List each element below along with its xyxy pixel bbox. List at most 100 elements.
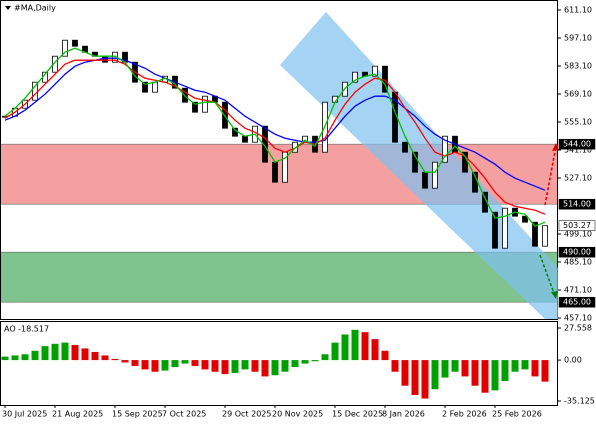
- level-label-bg: [558, 220, 596, 231]
- y-tick-label: 541.10: [564, 146, 592, 155]
- ao-bar: [221, 360, 229, 375]
- ao-bar: [411, 360, 419, 396]
- level-label: 490.00: [563, 248, 591, 257]
- ao-bar: [231, 360, 239, 373]
- down-arrow-head: [551, 291, 558, 299]
- y-tick-label: 457.10: [564, 314, 592, 323]
- x-tick-label: 29 Oct 2025: [222, 410, 271, 419]
- ao-bar: [521, 360, 529, 370]
- ao-bar: [371, 339, 379, 361]
- ao-bar: [401, 360, 409, 386]
- level-label-bg: [558, 138, 596, 150]
- y-tick-label: 471.10: [564, 286, 592, 295]
- x-tick-label: 15 Dec 2025: [332, 410, 383, 419]
- ao-bar: [41, 346, 49, 361]
- candle: [432, 161, 438, 189]
- ao-bar: [331, 342, 339, 361]
- ao-bar: [511, 360, 519, 372]
- ao-bar: [151, 360, 159, 372]
- ao-bar: [241, 360, 249, 370]
- candle: [192, 101, 198, 113]
- candle: [272, 161, 278, 183]
- ao-bar: [311, 360, 319, 362]
- candle: [352, 71, 358, 83]
- x-tick-label: 8 Jan 2026: [382, 410, 425, 419]
- ao-bar: [101, 355, 109, 361]
- ao-bar: [321, 354, 329, 361]
- y-tick-label: 569.10: [564, 90, 592, 99]
- x-tick-label: 21 Aug 2025: [52, 410, 103, 419]
- ao-bar: [191, 360, 199, 366]
- zone: [1, 252, 557, 303]
- menu-triangle: [5, 6, 11, 10]
- level-label: 503.27: [563, 221, 591, 230]
- candle: [542, 225, 548, 247]
- ao-bar: [421, 360, 429, 399]
- ao-bar: [361, 332, 369, 361]
- ao-bar: [381, 350, 389, 361]
- ao-bar: [21, 354, 29, 361]
- ao-bar: [351, 329, 359, 361]
- ao-bar: [61, 342, 69, 361]
- ao-bar: [121, 360, 129, 363]
- ao-bar: [1, 356, 9, 361]
- x-tick-label: 7 Oct 2025: [162, 410, 206, 419]
- ao-bar: [391, 360, 399, 372]
- candle: [62, 39, 68, 57]
- ao-bar: [211, 360, 219, 372]
- up-arrow-head: [552, 143, 559, 151]
- y-tick-label: -35.125: [564, 397, 595, 406]
- candle: [242, 135, 248, 143]
- y-tick-label: 527.10: [564, 174, 592, 183]
- y-tick-label: 485.10: [564, 258, 592, 267]
- level-label: 544.00: [563, 140, 591, 149]
- ao-bar: [51, 343, 59, 361]
- ao-bar: [31, 350, 39, 361]
- candle: [412, 151, 418, 173]
- ao-title: AO -18.517: [4, 325, 49, 334]
- ao-bar: [471, 360, 479, 386]
- ao-bar: [141, 360, 149, 370]
- ao-bar: [181, 360, 189, 364]
- y-tick-label: 597.10: [564, 34, 592, 43]
- ao-bar: [531, 360, 539, 377]
- ao-bar: [501, 360, 509, 382]
- ao-bar: [11, 355, 19, 361]
- candle: [532, 221, 538, 247]
- y-tick-label: 499.10: [564, 230, 592, 239]
- down-arrow: [539, 254, 556, 297]
- moving-average: [4, 47, 546, 227]
- ao-bar: [271, 360, 279, 376]
- ao-bar: [161, 360, 169, 371]
- ao-bar: [301, 360, 309, 364]
- candle: [422, 171, 428, 189]
- ao-bar: [291, 360, 299, 368]
- ao-bar: [481, 360, 489, 393]
- ao-bar: [261, 360, 269, 377]
- ao-bar: [541, 360, 549, 382]
- channel: [280, 12, 558, 319]
- ao-bar: [111, 358, 119, 361]
- level-label-bg: [558, 296, 596, 308]
- candle: [142, 81, 148, 93]
- x-tick-label: 30 Jul 2025: [2, 410, 47, 419]
- y-tick-label: 27.558: [564, 324, 592, 333]
- ao-bar: [71, 344, 79, 361]
- x-tick-label: 20 Nov 2025: [272, 410, 323, 419]
- ao-bar: [461, 360, 469, 377]
- level-label-bg: [558, 198, 596, 210]
- x-tick-label: 25 Feb 2026: [492, 410, 542, 419]
- ao-bar: [281, 360, 289, 372]
- ao-bar: [131, 360, 139, 366]
- ao-bar: [201, 360, 209, 370]
- level-label: 514.00: [563, 200, 591, 209]
- ao-bar: [251, 360, 259, 372]
- candle: [492, 211, 498, 249]
- ao-bar: [491, 360, 499, 391]
- moving-average: [4, 59, 546, 215]
- y-tick-label: 611.10: [564, 6, 592, 15]
- ao-bar: [171, 360, 179, 368]
- candle: [152, 81, 158, 93]
- x-tick-label: 15 Sep 2025: [112, 410, 163, 419]
